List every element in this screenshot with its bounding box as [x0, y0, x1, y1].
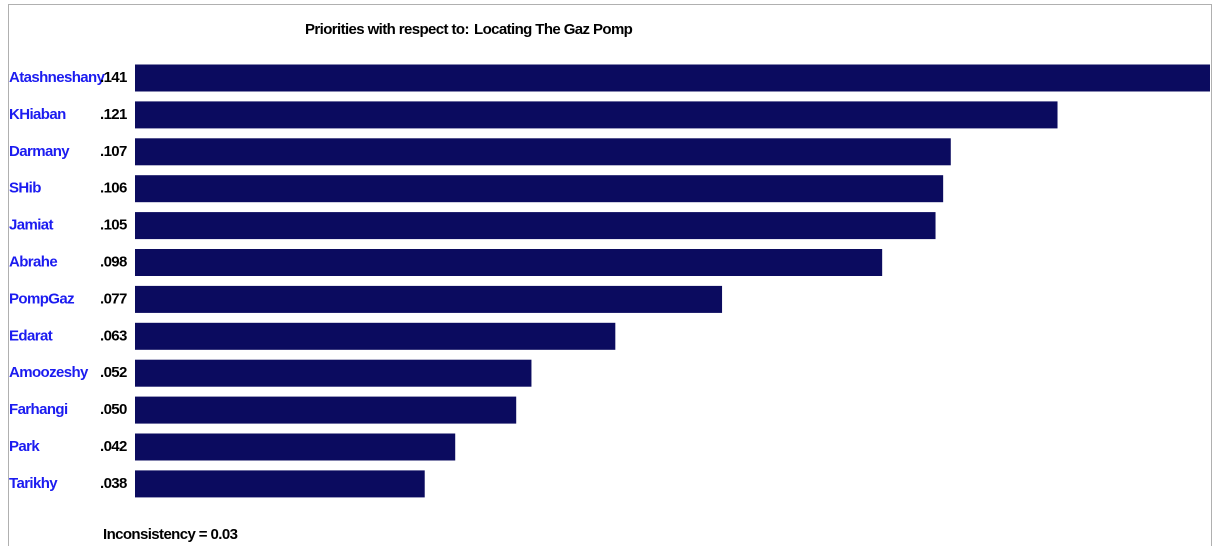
- value-label: .121: [100, 106, 127, 123]
- bar: [135, 175, 944, 203]
- category-label: Jamiat: [9, 217, 54, 234]
- value-label: .107: [100, 143, 127, 160]
- chart-title: Priorities with respect to:: [305, 21, 469, 38]
- bar: [135, 212, 936, 240]
- bar: [135, 249, 883, 276]
- value-label: .050: [100, 401, 127, 418]
- value-label: .038: [100, 475, 127, 492]
- bar: [135, 359, 532, 387]
- value-label: .098: [100, 253, 127, 270]
- value-label: .105: [100, 217, 127, 234]
- category-label: Abrahe: [9, 253, 57, 270]
- bar: [135, 138, 951, 166]
- category-label: Tarikhy: [9, 475, 58, 492]
- chart-subtitle: Locating The Gaz Pomp: [474, 21, 633, 38]
- value-label: .141: [100, 69, 127, 86]
- category-label: SHib: [9, 180, 41, 197]
- category-label: Atashneshany: [9, 69, 106, 86]
- bar: [135, 433, 456, 461]
- bar: [135, 322, 616, 350]
- category-label: Darmany: [9, 143, 70, 160]
- footnote: Inconsistency = 0.03: [103, 526, 238, 543]
- value-label: .042: [100, 438, 127, 455]
- value-label: .106: [100, 180, 127, 197]
- frame: [8, 4, 1212, 546]
- bar: [135, 285, 723, 313]
- category-label: KHiaban: [9, 106, 66, 123]
- value-label: .077: [100, 290, 127, 307]
- value-label: .052: [100, 364, 127, 381]
- bar: [135, 64, 1210, 92]
- bar: [135, 396, 517, 424]
- category-label: Farhangi: [9, 401, 68, 418]
- category-label: Park: [9, 438, 40, 455]
- category-label: PompGaz: [9, 290, 74, 307]
- category-label: Edarat: [9, 327, 53, 344]
- bar: [135, 470, 425, 498]
- value-label: .063: [100, 327, 127, 344]
- category-label: Amoozeshy: [9, 364, 89, 381]
- bar: [135, 101, 1058, 129]
